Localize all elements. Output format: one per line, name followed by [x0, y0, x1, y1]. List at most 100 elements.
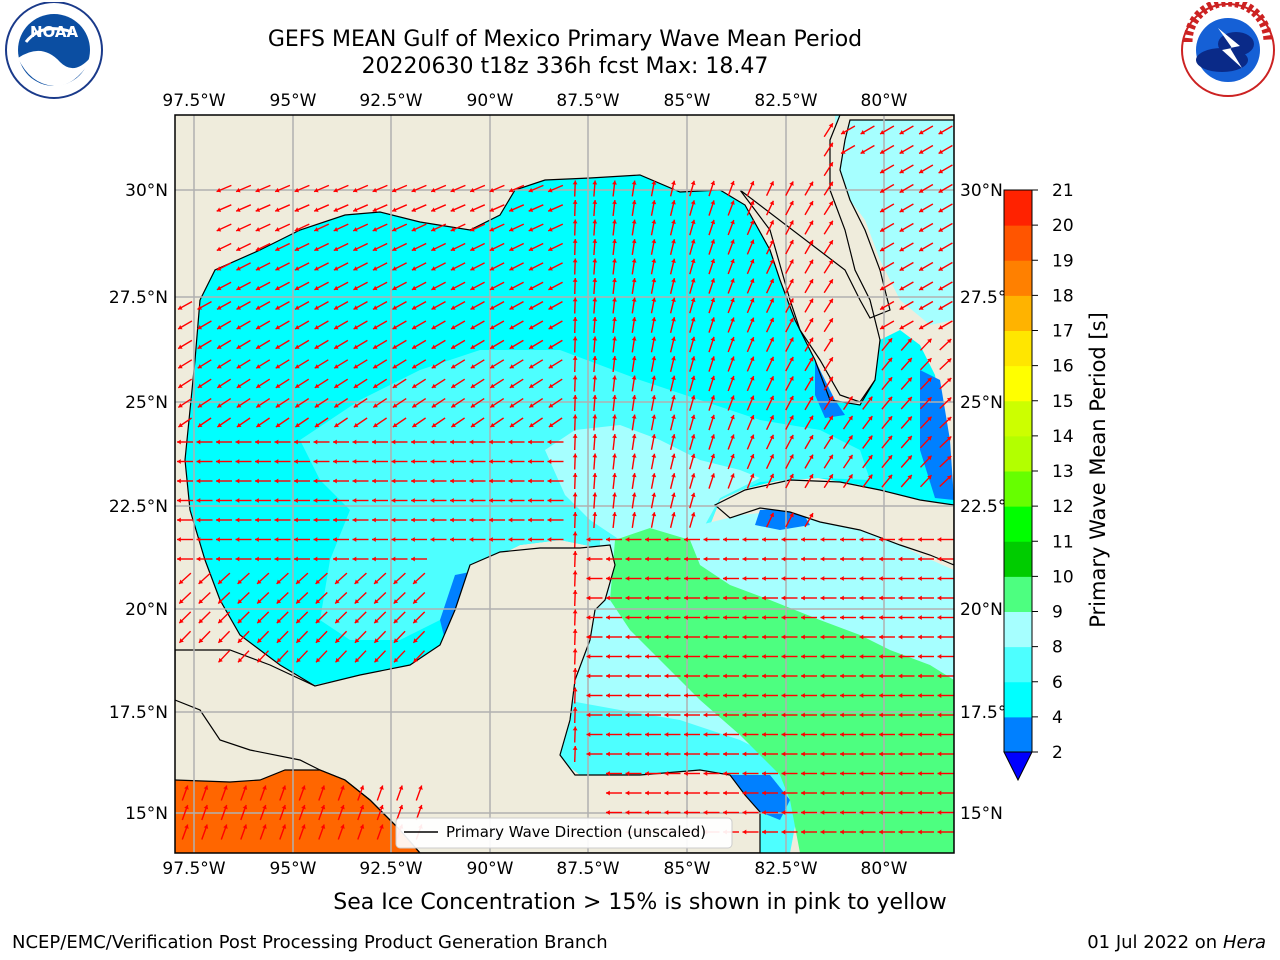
wave-arrow-head: [179, 579, 184, 584]
wave-arrow-head: [430, 478, 435, 484]
wave-arrow-head: [412, 325, 417, 330]
wave-arrow-head: [470, 383, 476, 388]
wave-arrow-head: [255, 517, 259, 523]
wave-arrow-head: [528, 207, 534, 212]
wave-arrow-head: [236, 207, 241, 212]
wave-arrow-head: [946, 417, 952, 422]
wave-arrow-head: [742, 712, 747, 718]
wave-arrow-head: [373, 344, 378, 349]
wave-arrow-head: [789, 239, 794, 245]
wave-arrow-head: [335, 618, 340, 624]
wave-arrow-head: [789, 473, 794, 479]
wave-arrow-head: [451, 383, 456, 388]
wave-arrow-head: [392, 305, 397, 310]
colorbar-swatch: [1004, 400, 1032, 437]
wave-arrow-head: [203, 805, 209, 810]
wave-arrow-head: [177, 498, 181, 503]
wave-arrow-head: [868, 435, 873, 441]
wave-arrow-head: [631, 434, 637, 439]
colorbar-under-arrow: [1003, 751, 1033, 782]
wave-arrow-head: [651, 473, 657, 478]
wave-arrow-head: [645, 771, 649, 776]
wave-arrow-head: [801, 693, 805, 698]
wave-arrow-head: [723, 556, 727, 562]
wave-arrow-head: [216, 266, 222, 271]
wave-arrow-head: [572, 356, 578, 360]
wave-arrow-head: [217, 383, 222, 388]
wave-arrow-head: [937, 556, 942, 562]
colorbar-tick-label: 8: [1052, 638, 1063, 658]
wave-arrow-head: [333, 498, 337, 503]
wave-arrow-head: [235, 459, 240, 464]
wave-arrow-head: [840, 537, 844, 542]
wave-arrow-head: [907, 377, 912, 382]
wave-arrow-head: [919, 227, 924, 232]
wave-arrow-head: [528, 187, 534, 193]
wave-arrow-head: [489, 227, 495, 232]
wave-arrow-head: [548, 383, 554, 388]
wave-arrow-head: [592, 180, 598, 185]
wave-arrow-head: [340, 824, 345, 829]
wave-arrow-head: [412, 364, 417, 369]
wave-arrow-head: [879, 537, 883, 542]
wave-arrow-head: [769, 298, 774, 303]
wave-arrow-head: [789, 181, 794, 186]
wave-arrow-head: [703, 790, 708, 796]
wave-arrow-head: [470, 285, 475, 291]
wave-arrow-head: [255, 207, 261, 212]
wave-arrow-head: [391, 459, 396, 464]
wave-arrow-head: [781, 556, 786, 562]
wave-arrow-head: [236, 305, 241, 310]
wave-arrow-head: [703, 615, 708, 620]
wave-arrow-head: [281, 785, 287, 790]
wave-arrow-head: [451, 344, 456, 349]
wave-arrow-head: [217, 403, 222, 408]
wave-arrow-head: [379, 824, 384, 829]
wave-arrow-head: [374, 638, 379, 643]
wave-arrow-head: [809, 396, 814, 401]
wave-arrow-head: [431, 187, 436, 193]
wave-arrow-head: [898, 634, 903, 640]
wave-arrow-head: [572, 629, 578, 633]
wave-arrow-head: [572, 687, 578, 692]
wave-arrow-head: [742, 810, 747, 815]
colorbar-tick-label: 21: [1052, 181, 1074, 201]
wave-arrow-head: [431, 285, 436, 291]
wave-arrow-head: [255, 556, 259, 562]
wave-arrow-head: [710, 200, 716, 205]
wave-arrow-head: [418, 805, 423, 810]
wave-arrow-head: [333, 266, 339, 271]
wave-arrow-head: [848, 454, 853, 460]
wave-arrow-head: [572, 473, 578, 477]
wave-arrow-head: [918, 654, 922, 659]
wave-arrow-head: [730, 259, 735, 264]
wave-arrow-head: [572, 609, 578, 614]
lon-tick-bottom: 80°W: [861, 859, 908, 879]
wave-arrow-head: [645, 556, 649, 562]
wave-arrow-head: [431, 325, 436, 330]
wave-arrow-head: [411, 439, 415, 445]
wave-arrow-head: [606, 654, 610, 659]
wave-arrow-head: [769, 376, 774, 381]
wave-arrow-head: [392, 325, 397, 330]
wave-arrow-head: [631, 258, 637, 263]
wave-arrow-head: [625, 732, 630, 737]
wave-arrow-head: [314, 344, 320, 349]
wave-arrow-head: [898, 615, 903, 620]
wave-arrow-head: [898, 693, 903, 698]
wave-arrow-head: [489, 187, 495, 193]
wave-arrow-head: [218, 657, 223, 663]
wave-arrow-head: [664, 634, 669, 640]
wave-arrow-head: [508, 478, 513, 484]
wave-arrow-head: [203, 824, 209, 829]
wave-arrow-head: [828, 240, 833, 245]
yucatan-land: [175, 544, 761, 853]
wave-arrow-head: [671, 239, 676, 244]
wave-arrow-head: [801, 829, 805, 835]
wave-arrow-head: [781, 576, 786, 581]
wave-arrow-head: [413, 657, 418, 663]
wave-arrow-head: [907, 475, 912, 480]
wave-arrow-head: [294, 537, 298, 542]
wave-arrow-head: [690, 473, 696, 478]
wave-arrow-head: [684, 537, 688, 542]
